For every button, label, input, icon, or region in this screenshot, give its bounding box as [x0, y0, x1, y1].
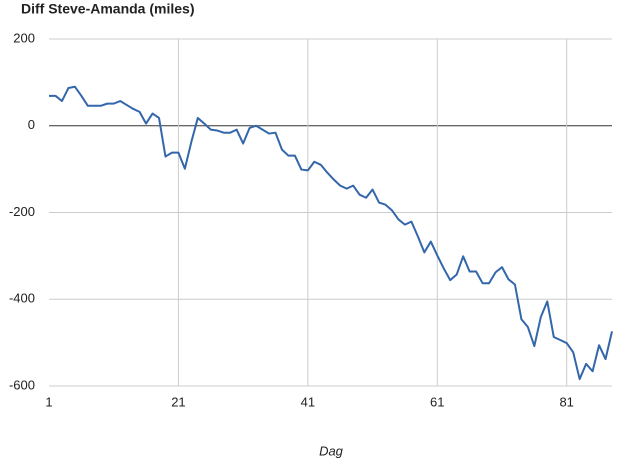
- x-axis-label: Dag: [319, 443, 344, 458]
- x-tick-label: 41: [301, 394, 315, 409]
- y-tick-label: 200: [13, 30, 35, 45]
- x-tick-label: 81: [559, 394, 573, 409]
- data-line: [49, 85, 613, 381]
- y-tick-label: 0: [28, 117, 35, 132]
- x-tick-label: 1: [45, 394, 52, 409]
- x-tick-label: 21: [171, 394, 185, 409]
- y-tick-label: -200: [9, 204, 35, 219]
- x-tick-label: 61: [430, 394, 444, 409]
- y-tick-label: -400: [9, 291, 35, 306]
- y-tick-label: -600: [9, 377, 35, 392]
- chart-title: Diff Steve-Amanda (miles): [21, 1, 194, 17]
